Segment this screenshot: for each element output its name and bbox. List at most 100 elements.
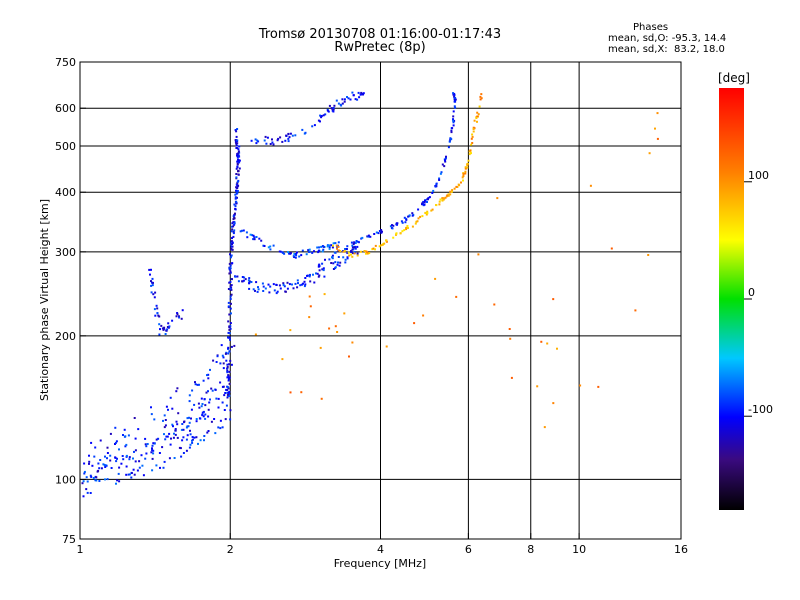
data-point [115,482,117,485]
data-point [367,235,370,238]
data-point [330,262,333,264]
data-point [98,467,101,470]
data-point [468,153,471,156]
data-point [127,473,130,476]
data-point [405,228,408,231]
data-point [472,128,475,130]
data-point [230,312,232,315]
data-point [269,245,272,248]
data-point [322,269,325,272]
data-point [283,252,286,255]
data-point [357,91,360,94]
data-point [447,146,450,149]
data-point [234,193,237,196]
data-point [275,284,278,286]
data-point [230,363,233,366]
data-point [98,480,101,482]
data-point [238,161,241,164]
x-tick-label: 10 [572,543,586,556]
data-point [458,184,461,187]
data-point [161,446,164,449]
data-point [105,464,108,467]
data-point [234,197,237,200]
data-point [464,167,467,170]
data-point [464,172,467,175]
data-point [303,285,306,288]
data-point [262,285,265,288]
data-point [296,286,299,289]
data-point [438,203,441,206]
data-point [444,157,447,160]
data-point [236,190,239,192]
data-point [236,181,239,184]
data-point [304,283,307,286]
data-point [411,212,414,215]
data-point [233,223,236,226]
data-point [428,196,431,199]
data-point [222,367,225,370]
data-point [226,370,229,372]
data-point [198,406,201,409]
data-point [450,190,453,193]
data-point [106,452,109,454]
chart-title: Tromsø 20130708 01:16:00-01:17:43 [258,27,502,42]
data-point [228,272,231,275]
data-point [277,137,280,140]
data-point [353,251,356,254]
data-point [116,457,118,460]
y-tick-label: 750 [55,56,76,69]
data-point [378,245,381,248]
data-point [85,488,88,491]
data-point [260,239,263,242]
data-point [316,272,319,275]
data-point [284,290,287,293]
data-point [403,229,406,232]
data-point [227,387,230,390]
data-point [337,256,340,258]
data-point [104,478,106,481]
data-point [471,135,474,138]
data-point [250,281,253,283]
data-point [234,129,237,131]
data-point [227,336,229,339]
data-point [235,189,237,192]
data-point [466,166,469,169]
data-point [347,97,350,100]
data-point [241,229,243,232]
data-point [185,426,188,429]
data-point [335,244,338,247]
data-point [279,287,282,290]
data-point [171,319,174,322]
data-point [228,394,231,397]
data-point [181,423,184,425]
data-point [654,127,656,130]
data-point [157,437,160,440]
data-point [207,430,210,432]
data-point [228,313,231,316]
data-point [163,433,165,436]
data-point [213,418,216,420]
data-point [406,225,409,227]
data-point [202,379,205,382]
data-point [234,207,237,210]
data-point [159,466,161,469]
data-point [417,208,420,211]
data-point [297,282,299,285]
data-point [395,233,398,236]
data-point [431,192,434,194]
data-point [160,324,163,327]
data-point [411,225,414,228]
data-point [188,416,190,419]
data-point [145,452,148,455]
data-point [336,245,339,248]
data-point [189,433,192,436]
data-point [385,240,388,243]
data-point [395,222,398,225]
data-point [229,264,232,267]
data-point [419,215,422,218]
data-point [165,329,168,332]
data-point [229,327,232,330]
data-point [122,458,125,461]
data-point [238,151,241,154]
data-point [89,492,92,494]
